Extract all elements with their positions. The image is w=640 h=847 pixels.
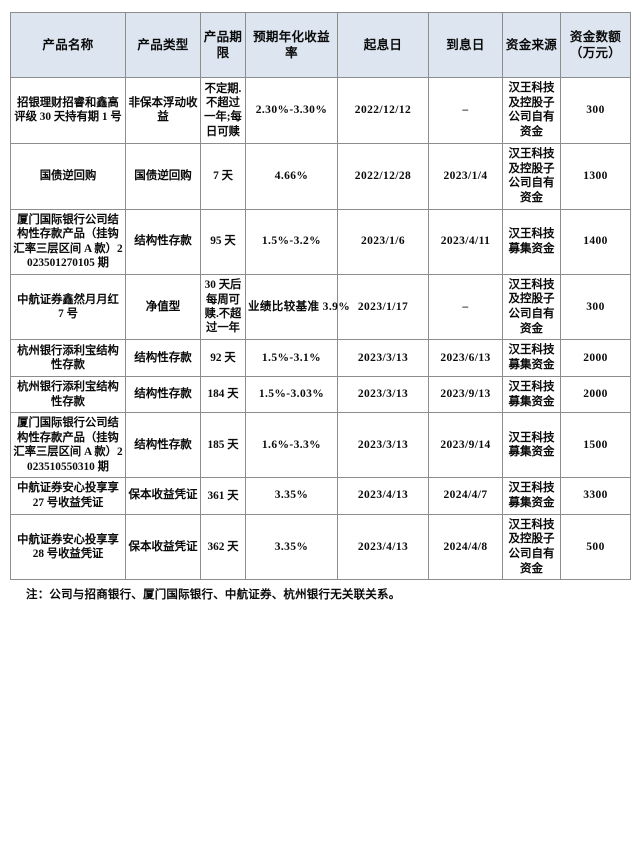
cell-product-term: 184 天 xyxy=(200,375,246,414)
cell-fund-source: 汉王科技募集资金 xyxy=(502,339,561,377)
cell-end-date: – xyxy=(428,77,503,144)
cell-start-date: 2023/4/13 xyxy=(337,477,429,515)
cell-product-type: 净值型 xyxy=(125,273,201,341)
cell-start-date: 2022/12/12 xyxy=(337,77,429,144)
column-header-product-type: 产品类型 xyxy=(125,12,201,78)
cell-end-date: 2024/4/7 xyxy=(428,477,503,515)
cell-amount: 2000 xyxy=(560,375,631,414)
cell-product-name: 中航证券鑫然月月红 7 号 xyxy=(10,273,126,341)
table-row: 中航证券鑫然月月红 7 号 净值型 30 天后每周可赎.不超过一年 业绩比较基准… xyxy=(10,273,631,341)
column-header-end-date: 到息日 xyxy=(428,12,503,78)
cell-product-term: 362 天 xyxy=(200,513,246,581)
cell-start-date: 2023/1/17 xyxy=(337,273,429,341)
column-header-product-name: 产品名称 xyxy=(10,12,126,78)
table-row: 厦门国际银行公司结构性存款产品（挂钩汇率三层区间 A 款）20235105503… xyxy=(10,412,631,479)
table-row: 国债逆回购 国债逆回购 7 天 4.66% 2022/12/28 2023/1/… xyxy=(10,142,631,210)
cell-expected-rate: 1.6%-3.3% xyxy=(245,412,338,479)
cell-fund-source: 汉王科技募集资金 xyxy=(502,477,561,515)
cell-product-type: 保本收益凭证 xyxy=(125,477,201,515)
cell-product-type: 结构性存款 xyxy=(125,375,201,414)
cell-product-term: 361 天 xyxy=(200,477,246,515)
cell-product-name: 厦门国际银行公司结构性存款产品（挂钩汇率三层区间 A 款）20235012701… xyxy=(10,208,126,275)
cell-product-name: 招银理财招睿和鑫高评级 30 天持有期 1 号 xyxy=(10,77,126,144)
cell-expected-rate: 1.5%-3.03% xyxy=(245,375,338,414)
cell-product-name: 杭州银行添利宝结构性存款 xyxy=(10,339,126,377)
cell-start-date: 2022/12/28 xyxy=(337,142,429,210)
cell-product-type: 国债逆回购 xyxy=(125,142,201,210)
cell-product-term: 不定期.不超过一年;每日可赎 xyxy=(200,77,246,144)
cell-expected-rate: 3.35% xyxy=(245,477,338,515)
cell-product-type: 结构性存款 xyxy=(125,412,201,479)
cell-expected-rate: 1.5%-3.1% xyxy=(245,339,338,377)
cell-start-date: 2023/3/13 xyxy=(337,375,429,414)
cell-end-date: 2023/1/4 xyxy=(428,142,503,210)
cell-start-date: 2023/3/13 xyxy=(337,412,429,479)
table-header: 产品名称 产品类型 产品期限 预期年化收益率 起息日 到息日 资金来源 资金数额… xyxy=(10,12,631,78)
cell-end-date: 2023/9/14 xyxy=(428,412,503,479)
table-row: 中航证券安心投享享 27 号收益凭证 保本收益凭证 361 天 3.35% 20… xyxy=(10,477,631,515)
column-header-fund-source: 资金来源 xyxy=(502,12,561,78)
cell-product-type: 非保本浮动收益 xyxy=(125,77,201,144)
cell-fund-source: 汉王科技及控股子公司自有资金 xyxy=(502,142,561,210)
cell-start-date: 2023/4/13 xyxy=(337,513,429,581)
cell-amount: 300 xyxy=(560,273,631,341)
cell-product-term: 92 天 xyxy=(200,339,246,377)
table-header-row: 产品名称 产品类型 产品期限 预期年化收益率 起息日 到息日 资金来源 资金数额… xyxy=(10,12,631,78)
cell-amount: 300 xyxy=(560,77,631,144)
cell-product-name: 中航证券安心投享享 28 号收益凭证 xyxy=(10,513,126,581)
cell-expected-rate: 业绩比较基准 3.9% xyxy=(245,273,350,341)
cell-end-date: 2023/6/13 xyxy=(428,339,503,377)
cell-expected-rate: 3.35% xyxy=(245,513,338,581)
cell-expected-rate: 2.30%-3.30% xyxy=(245,77,338,144)
cell-product-name: 厦门国际银行公司结构性存款产品（挂钩汇率三层区间 A 款）20235105503… xyxy=(10,412,126,479)
cell-expected-rate: 4.66% xyxy=(245,142,338,210)
cell-product-type: 结构性存款 xyxy=(125,208,201,275)
table-footnote: 注：公司与招商银行、厦门国际银行、中航证券、杭州银行无关联关系。 xyxy=(26,589,401,602)
cell-product-term: 30 天后每周可赎.不超过一年 xyxy=(200,273,246,341)
table-row: 厦门国际银行公司结构性存款产品（挂钩汇率三层区间 A 款）20235012701… xyxy=(10,208,631,275)
cell-product-type: 结构性存款 xyxy=(125,339,201,377)
cell-amount: 1300 xyxy=(560,142,631,210)
column-header-amount: 资金数额（万元） xyxy=(560,12,631,78)
cell-fund-source: 汉王科技募集资金 xyxy=(502,375,561,414)
cell-product-term: 7 天 xyxy=(200,142,246,210)
cell-product-term: 95 天 xyxy=(200,208,246,275)
cell-start-date: 2023/1/6 xyxy=(337,208,429,275)
cell-product-name: 国债逆回购 xyxy=(10,142,126,210)
table-body: 招银理财招睿和鑫高评级 30 天持有期 1 号 非保本浮动收益 不定期.不超过一… xyxy=(10,77,631,581)
cell-amount: 1500 xyxy=(560,412,631,479)
cell-fund-source: 汉王科技及控股子公司自有资金 xyxy=(502,513,561,581)
cell-product-name: 中航证券安心投享享 27 号收益凭证 xyxy=(10,477,126,515)
cell-amount: 2000 xyxy=(560,339,631,377)
column-header-product-term: 产品期限 xyxy=(200,12,246,78)
cell-fund-source: 汉王科技及控股子公司自有资金 xyxy=(502,77,561,144)
cell-end-date: 2023/9/13 xyxy=(428,375,503,414)
cell-end-date: 2024/4/8 xyxy=(428,513,503,581)
cell-start-date: 2023/3/13 xyxy=(337,339,429,377)
column-header-expected-rate: 预期年化收益率 xyxy=(245,12,338,78)
cell-end-date: 2023/4/11 xyxy=(428,208,503,275)
cell-product-name: 杭州银行添利宝结构性存款 xyxy=(10,375,126,414)
table-row: 杭州银行添利宝结构性存款 结构性存款 184 天 1.5%-3.03% 2023… xyxy=(10,375,631,414)
column-header-start-date: 起息日 xyxy=(337,12,429,78)
table-row: 招银理财招睿和鑫高评级 30 天持有期 1 号 非保本浮动收益 不定期.不超过一… xyxy=(10,77,631,144)
cell-amount: 3300 xyxy=(560,477,631,515)
cell-product-type: 保本收益凭证 xyxy=(125,513,201,581)
cell-expected-rate: 1.5%-3.2% xyxy=(245,208,338,275)
table-row: 杭州银行添利宝结构性存款 结构性存款 92 天 1.5%-3.1% 2023/3… xyxy=(10,339,631,377)
page-root: 产品名称 产品类型 产品期限 预期年化收益率 起息日 到息日 资金来源 资金数额… xyxy=(0,12,640,847)
investment-products-table: 产品名称 产品类型 产品期限 预期年化收益率 起息日 到息日 资金来源 资金数额… xyxy=(10,12,631,581)
cell-fund-source: 汉王科技募集资金 xyxy=(502,412,561,479)
cell-amount: 1400 xyxy=(560,208,631,275)
cell-fund-source: 汉王科技及控股子公司自有资金 xyxy=(502,273,561,341)
table-row: 中航证券安心投享享 28 号收益凭证 保本收益凭证 362 天 3.35% 20… xyxy=(10,513,631,581)
cell-amount: 500 xyxy=(560,513,631,581)
cell-product-term: 185 天 xyxy=(200,412,246,479)
cell-fund-source: 汉王科技募集资金 xyxy=(502,208,561,275)
cell-end-date: – xyxy=(428,273,503,341)
